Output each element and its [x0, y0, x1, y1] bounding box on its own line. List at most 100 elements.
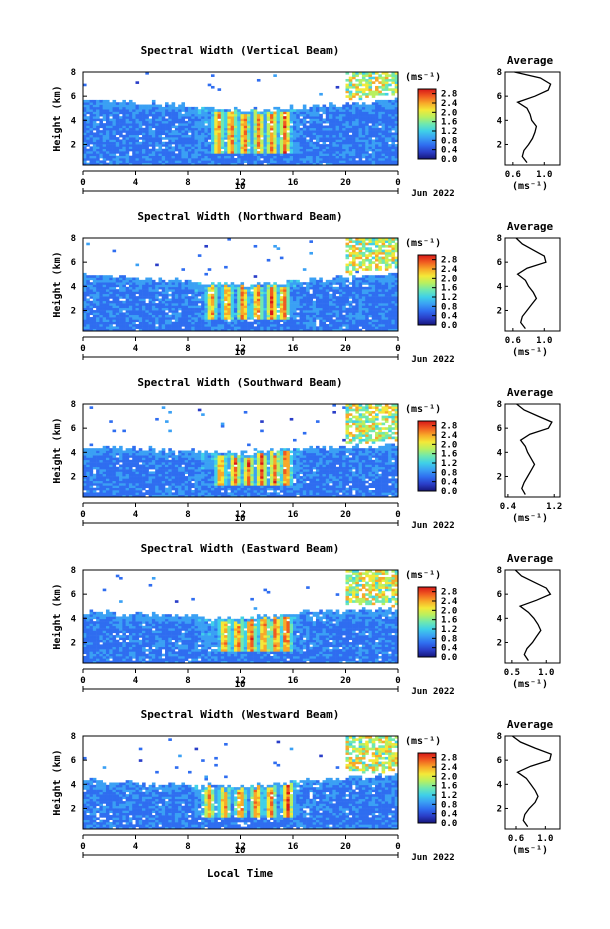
- heatmap-cell: [394, 137, 399, 140]
- heatmap-cell: [109, 120, 113, 124]
- heatmap-cell: [89, 303, 94, 306]
- heatmap-cell: [365, 321, 369, 325]
- heatmap-cell: [384, 151, 389, 154]
- x-tick-label: 4: [133, 178, 139, 188]
- heatmap-cell: [306, 328, 310, 332]
- heatmap-cell: [207, 151, 212, 154]
- heatmap-cell: [184, 319, 189, 323]
- heatmap-cell: [132, 284, 136, 288]
- heatmap-cell: [237, 132, 241, 136]
- heatmap-cell: [102, 298, 107, 302]
- heatmap-cell: [122, 289, 126, 292]
- heatmap-cell: [348, 291, 353, 295]
- heatmap-cell: [161, 153, 166, 157]
- heatmap-cell: [240, 137, 245, 140]
- heatmap-cell: [96, 282, 100, 285]
- heatmap-cell: [207, 284, 212, 288]
- heatmap-cell: [181, 109, 186, 112]
- heatmap-cell: [322, 118, 327, 122]
- heatmap-cell: [132, 141, 136, 145]
- heatmap-cell: [86, 123, 90, 126]
- heatmap-cell: [112, 113, 117, 117]
- heatmap-cell: [371, 106, 376, 110]
- heatmap-cell: [178, 328, 182, 332]
- heatmap-cell: [174, 284, 179, 288]
- heatmap-cell: [105, 282, 110, 285]
- heatmap-cell: [138, 130, 143, 133]
- heatmap-cell: [352, 305, 356, 309]
- heatmap-cell: [361, 109, 366, 112]
- heatmap-cell: [315, 303, 320, 306]
- heatmap-cell: [384, 118, 389, 122]
- heatmap-cell: [86, 127, 90, 131]
- heatmap-cell: [204, 137, 208, 140]
- heatmap-cell: [345, 120, 350, 124]
- heatmap-cell: [142, 312, 146, 316]
- heatmap-cell: [355, 242, 359, 246]
- heatmap-cell: [89, 132, 94, 136]
- heatmap-cell: [148, 291, 153, 295]
- heatmap-cell: [207, 286, 212, 290]
- heatmap-cell: [355, 144, 359, 147]
- heatmap-cell: [352, 298, 356, 302]
- heatmap-cell: [96, 144, 100, 147]
- heatmap-cell: [165, 324, 169, 327]
- heatmap-cell: [250, 148, 254, 152]
- heatmap-cell: [256, 111, 261, 115]
- heatmap-cell: [237, 312, 241, 316]
- heatmap-cell: [99, 109, 103, 112]
- heatmap-cell: [92, 158, 97, 161]
- heatmap-cell: [145, 120, 149, 124]
- heatmap-cell: [309, 120, 313, 124]
- heatmap-cell: [375, 317, 379, 320]
- heatmap-cell: [204, 144, 208, 147]
- heatmap-cell: [361, 300, 366, 304]
- heatmap-cell: [312, 310, 317, 313]
- heatmap-cell: [168, 321, 172, 325]
- heatmap-cell: [378, 134, 382, 138]
- heatmap-cell: [309, 130, 313, 133]
- heatmap-cell: [270, 120, 274, 124]
- heatmap-cell: [191, 326, 195, 329]
- heatmap-cell: [394, 247, 399, 250]
- heatmap-cell: [394, 314, 399, 318]
- heatmap-cell: [388, 102, 392, 105]
- heatmap-cell: [348, 261, 353, 264]
- heatmap-cell: [309, 305, 313, 309]
- heatmap-cell: [250, 158, 254, 161]
- heatmap-cell: [204, 326, 208, 329]
- heatmap-cell: [89, 153, 94, 157]
- heatmap-cell: [345, 256, 350, 260]
- heatmap-cell: [394, 158, 399, 161]
- heatmap-cell: [227, 134, 231, 138]
- heatmap-cell: [92, 490, 97, 493]
- heatmap-cell: [279, 111, 284, 115]
- heatmap-cell: [112, 312, 117, 316]
- heatmap-cell: [371, 148, 376, 152]
- heatmap-cell: [375, 279, 379, 283]
- heatmap-cell: [293, 291, 297, 295]
- heatmap-cell: [332, 298, 336, 302]
- heatmap-cell: [384, 277, 389, 281]
- heatmap-cell: [194, 162, 199, 166]
- heatmap-cell: [263, 291, 268, 295]
- heatmap-cell: [378, 139, 382, 143]
- heatmap-cell: [384, 249, 389, 253]
- heatmap-cell: [302, 324, 307, 327]
- heatmap-cell: [391, 162, 396, 166]
- heatmap-cell: [151, 106, 156, 110]
- heatmap-cell: [96, 277, 100, 281]
- heatmap-cell: [86, 111, 90, 115]
- heatmap-cell: [122, 141, 126, 145]
- heatmap-cell: [145, 106, 149, 110]
- heatmap-cell: [188, 319, 192, 323]
- heatmap-cell: [135, 106, 140, 110]
- heatmap-cell: [138, 305, 143, 309]
- heatmap-cell: [96, 99, 100, 103]
- heatmap-cell: [273, 314, 277, 318]
- heatmap-cell: [309, 312, 313, 316]
- heatmap-cell: [214, 303, 218, 306]
- heatmap-cell: [368, 120, 373, 124]
- heatmap-cell: [174, 130, 179, 133]
- heatmap-cell: [325, 296, 330, 299]
